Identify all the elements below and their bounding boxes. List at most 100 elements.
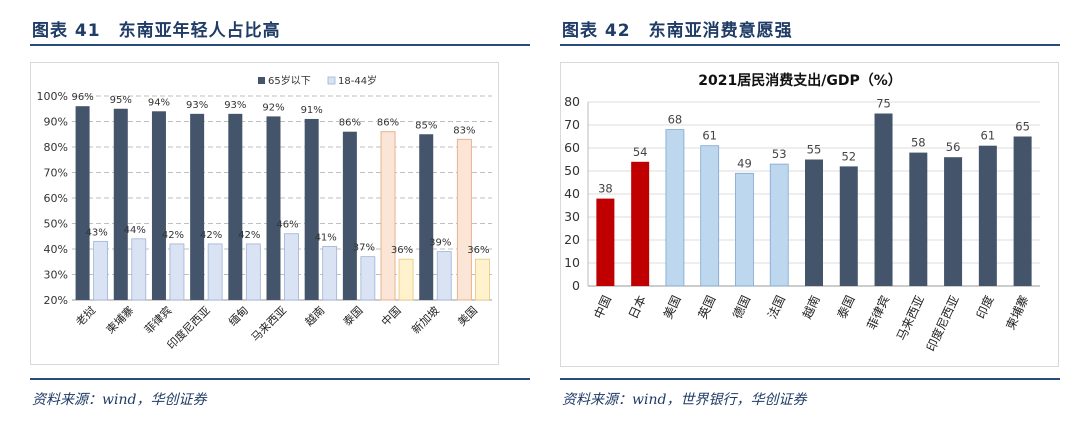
- left-title-rule: [30, 44, 530, 46]
- data-label: 49: [737, 156, 752, 170]
- y-tick-label: 70%: [44, 167, 68, 180]
- bar-under-65: [419, 134, 434, 300]
- bar-under-65: [304, 118, 319, 300]
- bar-18-44: [360, 256, 376, 301]
- data-label-under-65: 95%: [110, 95, 132, 106]
- data-label-under-65: 83%: [453, 125, 475, 136]
- bar-18-44: [245, 243, 261, 301]
- data-label: 56: [946, 140, 961, 154]
- data-label-18-44: 42%: [238, 230, 260, 241]
- y-tick-label: 100%: [37, 90, 68, 103]
- y-tick-label: 80: [564, 94, 580, 109]
- data-label: 54: [633, 145, 648, 159]
- bar-consumption: [874, 113, 893, 286]
- data-label: 38: [598, 182, 613, 196]
- y-tick-label: 80%: [44, 141, 68, 154]
- left-panel: 图表 41 东南亚年轻人占比高 20% 30% 40% 50% 60% 70% 80% 90%…: [30, 0, 530, 433]
- data-label: 55: [807, 143, 822, 157]
- right-panel: 图表 42 东南亚消费意愿强 2021居民消费支出/GDP（%） 0 10 20 30 4…: [560, 0, 1060, 433]
- data-label-18-44: 41%: [315, 232, 337, 243]
- data-label-18-44: 36%: [391, 245, 413, 256]
- data-label-18-44: 44%: [124, 225, 146, 236]
- bar-under-65: [228, 113, 243, 300]
- legend-label: 18-44岁: [338, 74, 377, 87]
- data-label: 53: [772, 147, 787, 161]
- y-tick-label: 20: [564, 232, 580, 247]
- y-tick-label: 50: [564, 163, 580, 178]
- y-tick-label: 40: [564, 186, 580, 201]
- data-label-18-44: 37%: [353, 243, 375, 254]
- bar-under-65: [75, 106, 90, 300]
- data-label: 52: [841, 149, 856, 163]
- y-tick-label: 70: [564, 117, 580, 132]
- right-title-rule: [560, 44, 1060, 46]
- right-bottom-rule: [560, 378, 1060, 380]
- left-chart: 20% 30% 40% 50% 60% 70% 80% 90% 100% 65岁以下 18-44岁 9…: [30, 62, 499, 365]
- bar-under-65: [113, 108, 128, 300]
- data-label-18-44: 42%: [162, 230, 184, 241]
- legend-label: 65岁以下: [268, 74, 311, 87]
- bar-under-65: [456, 138, 472, 301]
- bar-consumption: [909, 152, 928, 286]
- bar-consumption: [978, 145, 997, 286]
- bar-18-44: [436, 251, 452, 301]
- data-label-under-65: 86%: [339, 118, 361, 129]
- y-tick-label: 50%: [44, 218, 68, 231]
- bar-consumption: [1013, 136, 1032, 286]
- data-label-under-65: 96%: [71, 92, 93, 103]
- bar-consumption: [944, 157, 963, 286]
- bar-consumption: [839, 166, 858, 286]
- data-label-18-44: 42%: [200, 230, 222, 241]
- y-tick-label: 0: [572, 278, 580, 293]
- bar-consumption: [735, 172, 754, 287]
- y-tick-label: 20%: [44, 294, 68, 307]
- data-label: 75: [876, 97, 891, 111]
- bar-under-65: [380, 131, 396, 301]
- y-tick-label: 90%: [44, 116, 68, 129]
- bar-18-44: [398, 258, 414, 301]
- bar-under-65: [266, 116, 281, 301]
- bar-under-65: [342, 131, 357, 300]
- bar-18-44: [322, 246, 338, 301]
- data-label: 68: [668, 113, 683, 127]
- data-label-under-65: 85%: [415, 120, 437, 131]
- y-tick-label: 60%: [44, 192, 68, 205]
- right-chart: 2021居民消费支出/GDP（%）0102030405060708038中国54…: [560, 62, 1059, 367]
- bar-consumption: [700, 145, 720, 287]
- data-label-under-65: 92%: [262, 102, 284, 113]
- data-label: 61: [981, 129, 996, 143]
- left-figure-title: 图表 41 东南亚年轻人占比高: [32, 21, 281, 41]
- left-source: 资料来源：wind，华创证券: [32, 392, 207, 408]
- bar-18-44: [475, 258, 490, 301]
- bar-consumption: [596, 198, 615, 286]
- right-source: 资料来源：wind，世界银行，华创证券: [562, 392, 807, 408]
- data-label-18-44: 36%: [467, 245, 489, 256]
- bar-18-44: [131, 238, 147, 301]
- right-figure-title: 图表 42 东南亚消费意愿强: [562, 21, 793, 41]
- bar-under-65: [151, 111, 166, 300]
- legend-swatch: [327, 76, 336, 85]
- y-tick-label: 60: [564, 140, 580, 155]
- legend-swatch: [258, 77, 265, 84]
- y-tick-label: 30%: [44, 269, 68, 282]
- data-label-under-65: 93%: [186, 100, 208, 111]
- data-label-18-44: 39%: [429, 238, 451, 249]
- y-tick-label: 30: [564, 209, 580, 224]
- data-label-under-65: 91%: [301, 105, 323, 116]
- bar-18-44: [169, 243, 185, 301]
- bar-consumption: [769, 163, 789, 287]
- left-bottom-rule: [30, 378, 530, 380]
- bar-18-44: [207, 243, 223, 301]
- y-tick-label: 10: [564, 255, 580, 270]
- y-tick-label: 40%: [44, 243, 68, 256]
- bar-18-44: [284, 233, 299, 301]
- bar-consumption: [631, 161, 650, 286]
- bar-consumption: [665, 129, 685, 287]
- data-label: 58: [911, 136, 926, 150]
- bar-under-65: [190, 113, 205, 300]
- data-label-under-65: 86%: [377, 118, 399, 129]
- bar-18-44: [93, 240, 108, 301]
- data-label-18-44: 43%: [85, 227, 107, 238]
- data-label: 61: [702, 129, 717, 143]
- bar-consumption: [805, 159, 823, 286]
